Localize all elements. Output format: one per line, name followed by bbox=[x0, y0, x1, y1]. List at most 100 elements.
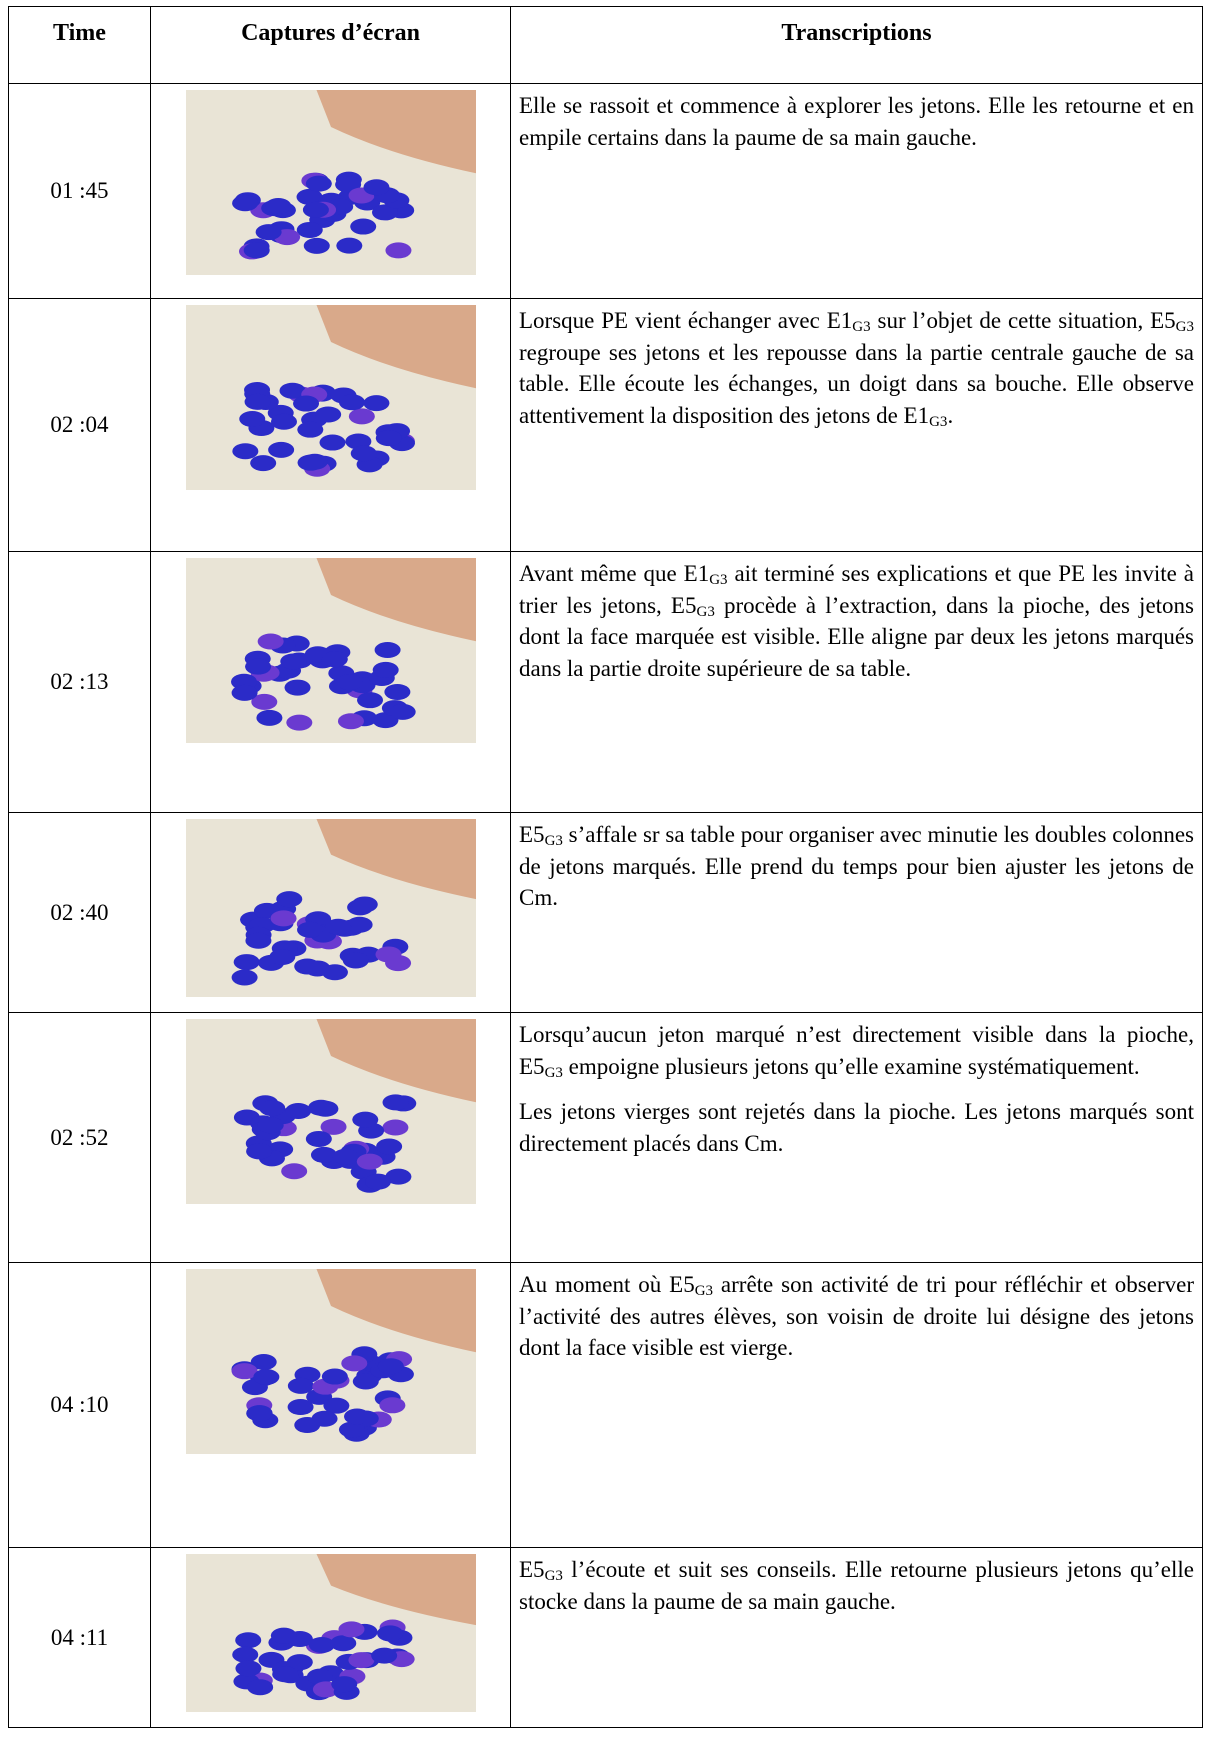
token bbox=[324, 918, 351, 935]
token bbox=[351, 1111, 378, 1128]
token bbox=[320, 1118, 347, 1135]
token bbox=[350, 445, 377, 462]
token bbox=[332, 1148, 359, 1165]
token bbox=[244, 393, 271, 410]
time-cell: 02 :04 bbox=[8, 298, 151, 552]
token bbox=[342, 952, 369, 969]
token bbox=[351, 896, 378, 913]
token bbox=[264, 198, 291, 215]
screenshot-cell bbox=[150, 812, 511, 1013]
header-cell: Time bbox=[8, 6, 151, 84]
token bbox=[306, 1668, 333, 1685]
screenshot bbox=[185, 305, 476, 490]
arm bbox=[316, 558, 476, 642]
text-run: l’écoute et suit ses conseils. Elle reto… bbox=[519, 1557, 1194, 1614]
token bbox=[234, 1660, 261, 1677]
token bbox=[275, 891, 302, 908]
arm bbox=[316, 90, 476, 174]
token bbox=[375, 430, 402, 447]
transcription-paragraph: E5G3 l’écoute et suit ses conseils. Elle… bbox=[519, 1554, 1194, 1617]
screenshot-cell bbox=[150, 298, 511, 552]
text-run: procède à l’extraction, dans la pioche, … bbox=[519, 592, 1194, 682]
token bbox=[284, 679, 311, 696]
token bbox=[244, 932, 271, 949]
token bbox=[286, 1654, 313, 1671]
token bbox=[255, 709, 282, 726]
time-cell: 02 :40 bbox=[8, 812, 151, 1013]
token bbox=[372, 661, 399, 678]
token bbox=[258, 1100, 285, 1117]
token bbox=[310, 1146, 337, 1163]
transcription-paragraph: Les jetons vierges sont rejetés dans la … bbox=[519, 1096, 1194, 1159]
token bbox=[374, 641, 401, 658]
text-run: Elle se rassoit et commence à explorer l… bbox=[519, 93, 1194, 150]
token bbox=[348, 408, 375, 425]
token bbox=[270, 413, 297, 430]
token bbox=[347, 1652, 374, 1669]
header-row: Time Captures d’écran Transcriptions bbox=[8, 6, 1203, 84]
table-row: 02 :52 Lorsqu’aucun jeton marqué n’est di… bbox=[8, 1012, 1203, 1263]
time-cell: 04 :10 bbox=[8, 1262, 151, 1548]
token bbox=[337, 1621, 364, 1638]
token bbox=[245, 1143, 272, 1160]
table-row: 04 :11 E5G3 l’écoute et suit ses conseils… bbox=[8, 1547, 1203, 1728]
screenshot bbox=[185, 558, 476, 743]
time-cell: 01 :45 bbox=[8, 83, 151, 299]
token bbox=[257, 1117, 284, 1134]
screenshot-cell bbox=[150, 551, 511, 813]
token bbox=[343, 1408, 370, 1425]
text-run: empoigne plusieurs jetons qu’elle examin… bbox=[562, 1053, 1140, 1079]
token bbox=[338, 1421, 365, 1438]
token bbox=[334, 176, 361, 193]
token bbox=[268, 948, 295, 965]
transcription-paragraph: Lorsque PE vient échanger avec E1G3 sur … bbox=[519, 305, 1194, 432]
token bbox=[257, 633, 284, 650]
token bbox=[246, 1679, 273, 1696]
transcription-cell: Lorsque PE vient échanger avec E1G3 sur … bbox=[510, 298, 1203, 552]
text-run: ait terminé ses explications et que PE l… bbox=[519, 561, 1194, 618]
token bbox=[296, 221, 323, 238]
arm bbox=[316, 1269, 476, 1353]
token bbox=[302, 201, 329, 218]
token bbox=[255, 224, 282, 241]
transcription-paragraph: E5G3 s’affale sr sa table pour organiser… bbox=[519, 819, 1194, 914]
transcription-cell: E5G3 s’affale sr sa table pour organiser… bbox=[510, 812, 1203, 1013]
token bbox=[389, 703, 416, 720]
text-run: Lorsqu’aucun jeton marqué n’est directem… bbox=[519, 1022, 1194, 1079]
table-row: 01 :45 Elle se rassoit et commence à expl… bbox=[8, 83, 1203, 299]
token bbox=[280, 1163, 307, 1180]
token bbox=[234, 1632, 261, 1649]
transcription-cell: Avant même que E1G3 ait terminé ses expl… bbox=[510, 551, 1203, 813]
subscript: G3 bbox=[544, 1568, 563, 1584]
token bbox=[296, 421, 323, 438]
subscript: G3 bbox=[1175, 319, 1195, 335]
table-row: 02 :13 Avant même que E1G3 ait terminé se… bbox=[8, 551, 1203, 813]
token bbox=[233, 954, 260, 971]
text-run: Les jetons vierges sont rejetés dans la … bbox=[519, 1099, 1194, 1157]
token bbox=[271, 1666, 298, 1683]
token bbox=[335, 237, 362, 254]
token bbox=[371, 204, 398, 221]
arm bbox=[316, 305, 476, 389]
arm bbox=[316, 1019, 476, 1103]
token bbox=[346, 916, 373, 933]
token bbox=[370, 1647, 397, 1664]
token bbox=[246, 1405, 273, 1422]
token bbox=[321, 651, 348, 668]
screenshot bbox=[185, 1269, 476, 1454]
text-run: regroupe ses jetons et les repousse dans… bbox=[519, 339, 1194, 429]
token bbox=[322, 1397, 349, 1414]
token bbox=[307, 1099, 334, 1116]
token bbox=[377, 1358, 404, 1375]
screenshot bbox=[185, 1554, 476, 1712]
subscript: G3 bbox=[696, 603, 715, 620]
screenshot-cell bbox=[150, 1262, 511, 1548]
arm bbox=[316, 819, 476, 900]
time-cell: 02 :13 bbox=[8, 551, 151, 813]
token bbox=[376, 1625, 403, 1642]
token bbox=[285, 714, 312, 731]
screenshot-cell bbox=[150, 83, 511, 299]
text-run: Lorsque PE vient échanger avec E1 bbox=[519, 308, 853, 333]
token bbox=[296, 188, 323, 205]
